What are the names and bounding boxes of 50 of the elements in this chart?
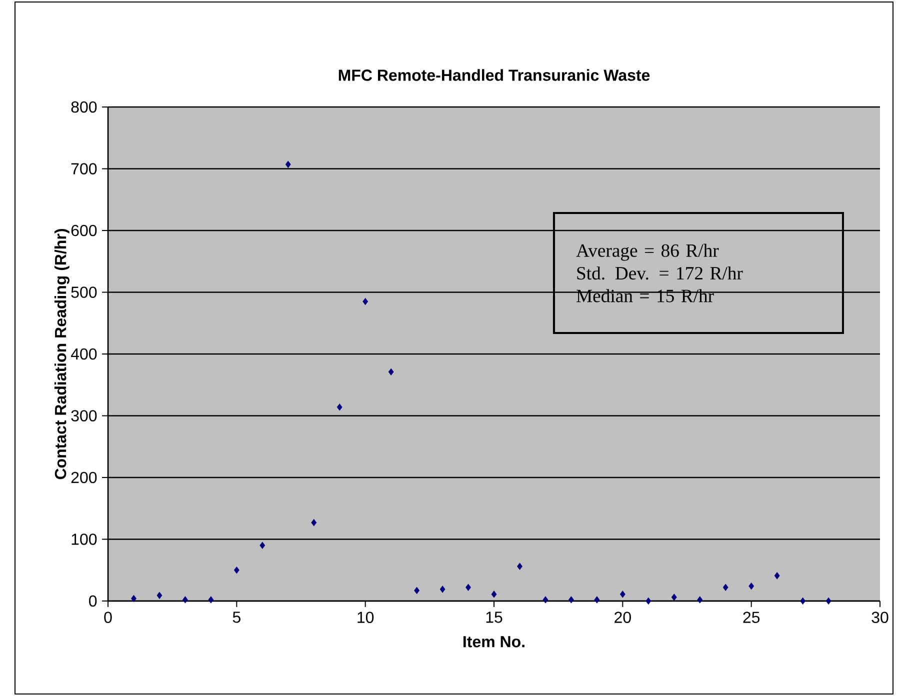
point <box>722 584 728 591</box>
y-axis-title: Contact Radiation Reading (R/hr) <box>54 229 70 480</box>
point <box>542 596 548 604</box>
y-tick-label: 0 <box>89 595 97 607</box>
point <box>388 368 394 376</box>
y-tick-label: 200 <box>71 472 97 484</box>
annotation: Std. Dev. = 172 R/hr <box>577 266 743 280</box>
point <box>671 594 677 601</box>
annotation: Median = 15 R/hr <box>576 289 714 302</box>
x-tick-label: 20 <box>614 612 631 624</box>
x-axis-title: Item No. <box>464 636 524 648</box>
point <box>826 598 832 604</box>
x-tick-label: 5 <box>232 612 240 623</box>
y-tick-label: 700 <box>71 163 97 174</box>
point <box>800 598 806 604</box>
y-tick-label: 100 <box>72 534 97 545</box>
point <box>440 586 446 593</box>
y-tick-label: 800 <box>71 101 97 113</box>
point <box>260 542 266 549</box>
y-tick-label: 500 <box>71 286 97 298</box>
point <box>466 584 471 591</box>
x-tick-label: 25 <box>743 612 760 624</box>
y-tick-label: 400 <box>70 348 97 360</box>
point <box>594 596 600 604</box>
y-tick-label: 300 <box>71 410 97 422</box>
point <box>285 160 291 168</box>
x-tick-label: 10 <box>358 612 374 624</box>
y-tick-label: 600 <box>71 224 97 236</box>
point <box>156 592 162 599</box>
point <box>697 596 703 604</box>
point <box>336 404 342 411</box>
point <box>131 595 136 602</box>
point <box>517 562 522 570</box>
x-tick-label: 0 <box>104 612 112 624</box>
x-tick-label: 15 <box>486 612 502 623</box>
point <box>568 596 574 604</box>
point <box>182 596 188 604</box>
chart-title: MFC Remote-Handled Transuranic Waste <box>338 69 650 81</box>
x-tick-label: 30 <box>872 612 888 624</box>
point <box>208 596 214 604</box>
point <box>362 298 368 305</box>
point <box>646 598 652 604</box>
annotation: Average = 86 R/hr <box>576 244 719 261</box>
point <box>774 572 780 580</box>
point <box>234 566 240 574</box>
point <box>748 582 754 590</box>
point <box>620 590 626 598</box>
point <box>311 519 317 526</box>
point <box>414 587 420 594</box>
point <box>491 590 497 598</box>
